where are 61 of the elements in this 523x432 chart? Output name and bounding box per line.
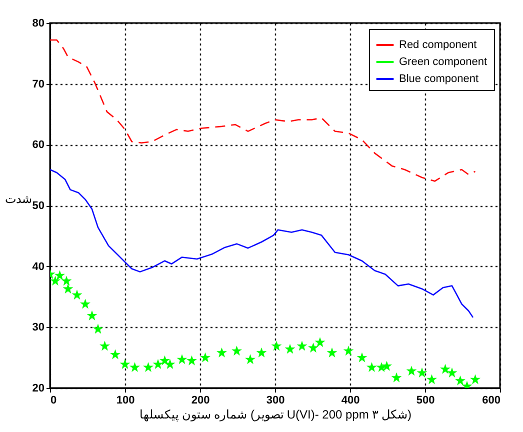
point (143, 362, 154, 372)
point (110, 349, 120, 360)
point (314, 337, 326, 348)
point (72, 290, 82, 300)
y-tick-label: 40 (32, 260, 44, 273)
y-tick-label: 60 (32, 139, 44, 152)
point (382, 360, 392, 371)
point (455, 375, 466, 386)
x-tick-label: 0 (50, 394, 57, 406)
point (61, 276, 72, 286)
line-series (50, 168, 474, 318)
y-tick-label: 70 (32, 78, 44, 90)
point (416, 368, 428, 378)
point (54, 270, 65, 280)
x-tick-label: 500 (416, 394, 435, 406)
y-tick-label: 50 (32, 200, 44, 212)
point (62, 284, 74, 294)
point (256, 347, 267, 358)
point (440, 364, 450, 374)
point (120, 359, 130, 369)
point (284, 344, 296, 354)
point (296, 340, 308, 351)
point (92, 324, 104, 334)
legend-label: Blue component (399, 73, 478, 85)
y-tick-label: 30 (32, 322, 44, 334)
point (186, 355, 197, 366)
point (152, 359, 164, 369)
point (343, 346, 354, 356)
x-tick-label: 100 (116, 394, 135, 406)
point (130, 362, 140, 372)
point (216, 347, 227, 358)
point (245, 354, 256, 364)
x-tick-label: 400 (341, 394, 360, 406)
point (176, 354, 188, 364)
point (426, 374, 437, 384)
point (356, 352, 368, 362)
point (308, 342, 318, 353)
point (164, 359, 176, 369)
point (366, 362, 377, 372)
point (406, 366, 417, 376)
point (232, 346, 242, 356)
legend-label: Green component (399, 56, 488, 68)
legend-label: Red component (399, 39, 477, 51)
point (470, 374, 480, 384)
y-axis-title: شدت (4, 192, 32, 206)
x-tick-label: 200 (191, 394, 210, 406)
point (271, 340, 282, 351)
y-tick-label: 80 (32, 18, 44, 30)
x-axis-title: شماره ستون پیکسلها (تصویر U(VI)- 200 ppm شکل ۳) (139, 408, 412, 422)
x-tick-label: 600 (482, 394, 500, 406)
point (391, 372, 402, 382)
x-tick-label: 300 (266, 394, 285, 406)
point (200, 352, 210, 362)
point (446, 368, 458, 378)
point (160, 355, 170, 366)
point (50, 276, 60, 286)
point (80, 298, 90, 309)
point (326, 347, 338, 358)
point (100, 340, 110, 351)
point (86, 310, 98, 320)
y-tick-label: 20 (32, 382, 44, 394)
